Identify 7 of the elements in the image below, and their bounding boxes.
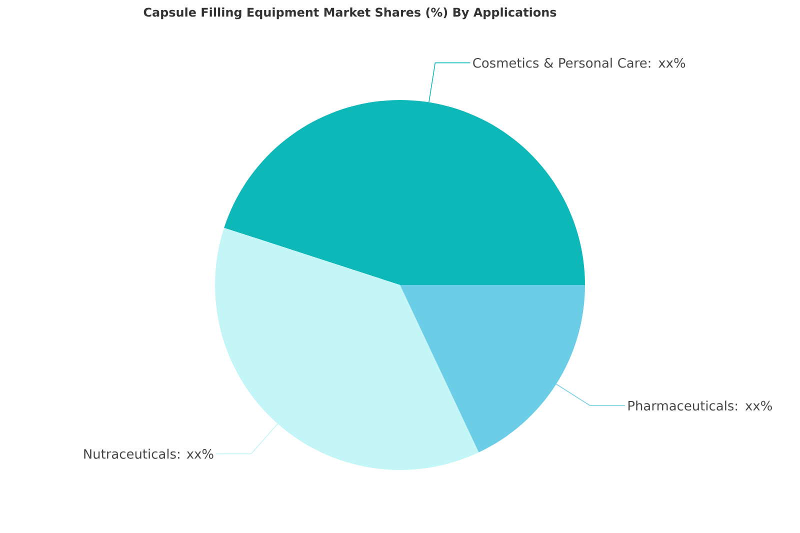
data-label: : xx% — [648, 58, 686, 68]
data-label: : xx% — [736, 400, 772, 411]
chart-title: Capsule Filling Equipment Market Shares (%) By Applications — [144, 8, 556, 20]
slice-label: Cosmetics & Personal Care — [473, 58, 647, 68]
slice-label: Pharmaceuticals — [628, 400, 734, 411]
slice-label: Nutraceuticals — [84, 448, 176, 459]
data-label: : xx% — [178, 449, 214, 459]
